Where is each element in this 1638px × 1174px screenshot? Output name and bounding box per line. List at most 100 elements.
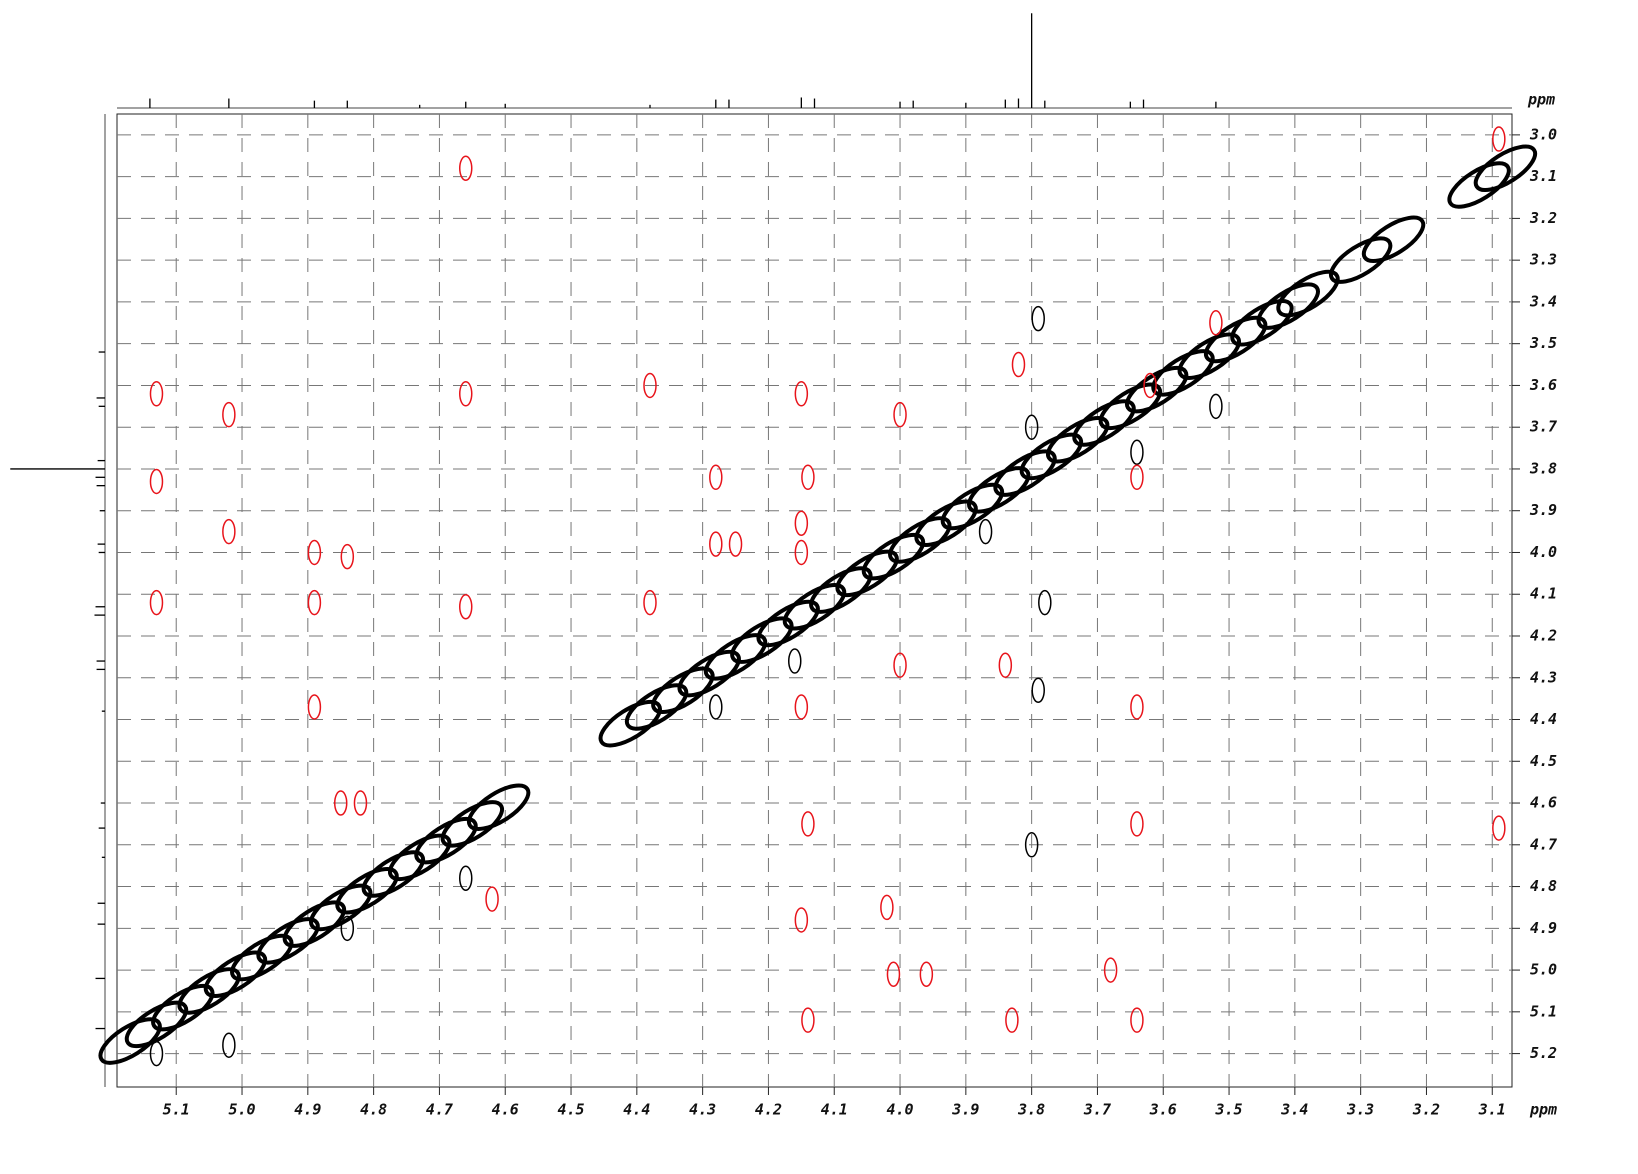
x-tick-label: 4.1 [821,1101,848,1119]
cross-peak [485,886,499,912]
diagonal-peak [1046,416,1110,464]
cross-peak [1011,351,1026,378]
diagonal-peak [1256,282,1320,330]
y-tick-label: 3.4 [1529,292,1557,310]
cross-peak [333,790,348,816]
cross-peak [1130,439,1144,466]
cross-peak [1130,811,1144,837]
diagonal-peak [230,933,294,982]
cross-peak [1103,957,1118,983]
cross-peak [788,648,802,674]
diagonal-peak [440,800,505,848]
cross-peak [794,381,809,407]
cross-peak [709,531,723,557]
diagonal-peak [1177,332,1241,380]
y-tick-label: 4.5 [1530,752,1557,770]
y-tick-label: 3.7 [1529,418,1557,436]
cross-peak [459,155,473,182]
diagonal-peak [1447,161,1511,209]
cross-peak [307,589,322,616]
diagonal-peak [309,883,373,932]
cross-peak [1130,464,1144,491]
y-tick-label: 3.6 [1529,376,1557,394]
y-tick-label: 4.0 [1530,543,1557,561]
cross-peak [1031,677,1045,704]
cross-peak [978,518,993,545]
y-tick-label: 3.3 [1529,251,1557,269]
cross-peak [222,401,236,428]
diagonal-peak [835,549,899,598]
y-tick-label: 4.8 [1530,877,1557,895]
x-tick-label: 5.0 [228,1101,255,1119]
cross-peak [1024,832,1039,858]
cross-peak [643,589,657,616]
cross-peak [709,464,723,491]
diagonal-peak [1276,269,1340,318]
cross-peak [801,464,815,491]
y-tick-label: 3.2 [1529,209,1557,227]
y-tick-label: 4.6 [1530,794,1557,812]
diagonal-peak [151,983,215,1032]
x-axis-label: ppm [1529,1101,1557,1119]
cross-peak [1005,1007,1019,1033]
diagonal-peak [1124,365,1189,414]
cross-peak [1130,1007,1144,1033]
cross-peak [1209,310,1223,336]
diagonal-peak [1098,382,1163,431]
diagonal-peak [1019,432,1084,481]
cross-peak [1024,414,1039,440]
x-tick-label: 3.9 [951,1101,979,1119]
y-tick-label: 3.0 [1529,125,1557,143]
cross-peak [893,652,907,678]
x-tick-label: 3.8 [1017,1101,1045,1119]
cross-peak [1209,393,1223,420]
cross-peak [307,539,322,566]
cross-peak [149,589,164,616]
y-tick-label: 4.7 [1530,835,1557,853]
x-tick-label: 4.6 [492,1101,519,1119]
diagonal-peak [914,499,978,547]
x-tick-label: 4.2 [755,1101,782,1119]
cross-peak [222,1032,236,1058]
y-tick-label: 3.8 [1529,459,1557,477]
cross-peak [794,539,809,566]
y-axis-label: ppm [1527,91,1555,109]
cross-peak [1492,815,1506,841]
y-tick-label: 5.0 [1530,961,1557,979]
diagonal-peak [203,950,268,998]
diagonal-peak [1230,299,1294,347]
y-tick-label: 3.1 [1529,167,1557,185]
x-tick-label: 4.4 [623,1101,650,1119]
diagonal-peak [967,466,1031,514]
cross-peak [794,694,809,720]
y-tick-label: 3.9 [1529,501,1557,519]
cross-peak [728,531,743,557]
cross-peak [1031,305,1045,332]
x-tick-label: 4.8 [360,1101,387,1119]
cross-peak [459,594,473,620]
cross-peak [149,381,164,407]
x-tick-label: 5.1 [163,1101,190,1119]
diagonal-peak [466,783,531,831]
cross-peak [801,811,815,837]
cross-peak [643,372,657,399]
cross-peak [794,907,809,933]
diagonal-peak [124,1000,189,1049]
cross-peak [459,381,473,407]
diagonal-peak [888,516,952,564]
x-tick-label: 3.3 [1346,1101,1374,1119]
plot-frame [116,113,1513,1088]
diagonal-peak [361,850,426,898]
diagonal-peak [335,867,399,915]
diagonal-peak [940,482,1005,531]
x-tick-label: 3.2 [1412,1101,1440,1119]
cross-peak [1038,589,1052,616]
cross-peak [919,961,934,987]
cross-peak [222,518,236,545]
cross-peak [709,694,723,720]
x-tick-label: 4.5 [557,1101,584,1119]
y-tick-label: 4.3 [1530,668,1557,686]
diagonal-peak [730,616,794,664]
y-tick-label: 5.2 [1530,1044,1557,1062]
